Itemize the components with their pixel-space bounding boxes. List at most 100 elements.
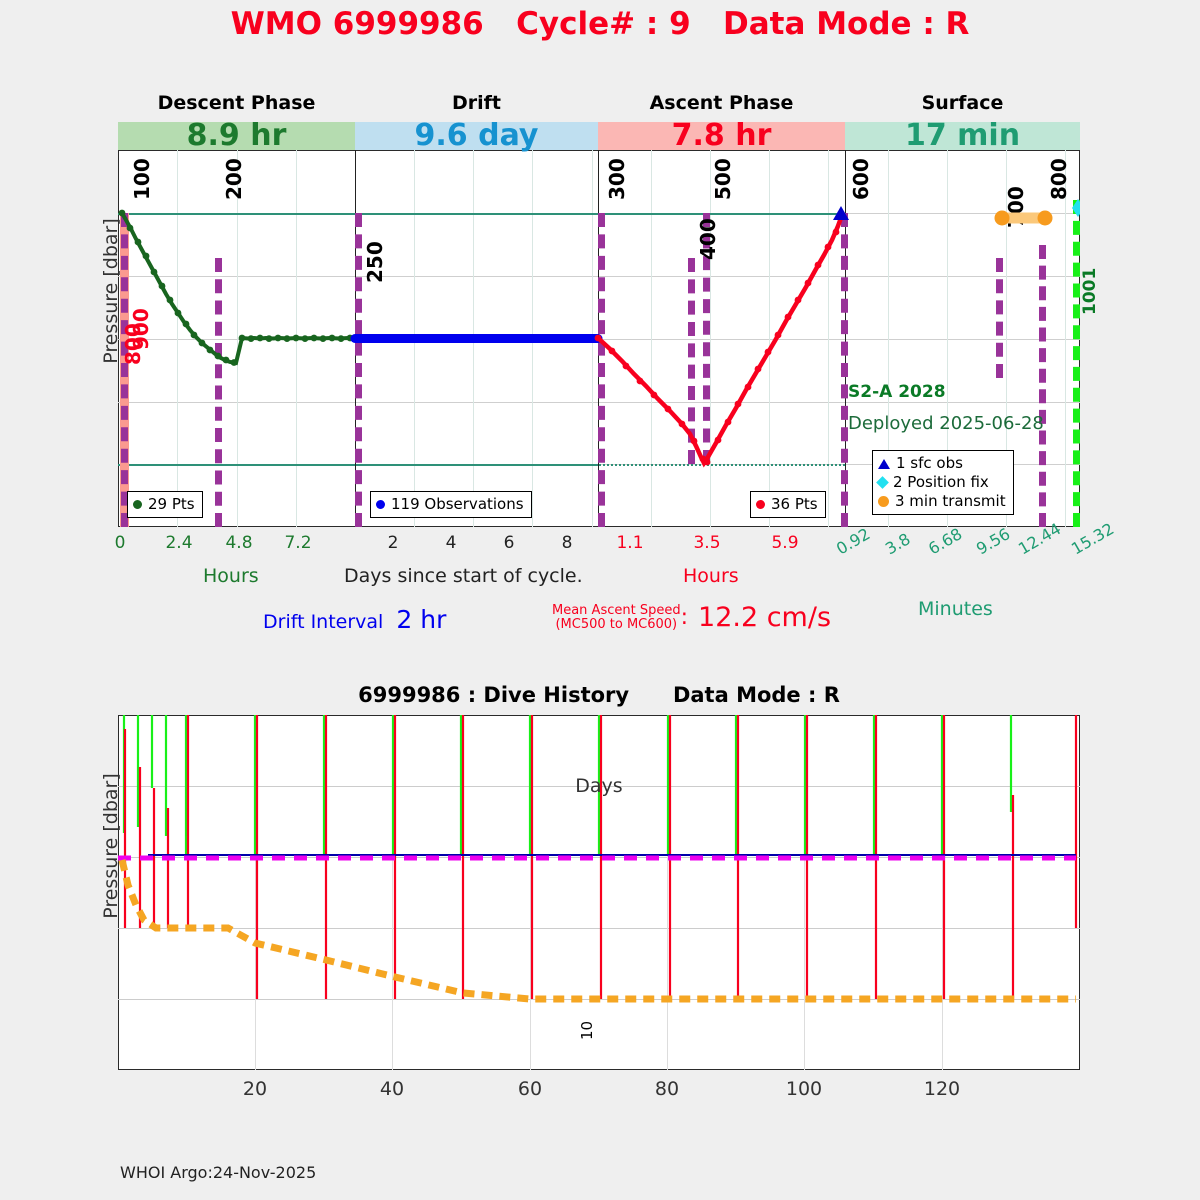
mc-label-1001-green: 1001 <box>1080 267 1100 315</box>
bottom-gridline-h <box>118 999 1080 1000</box>
phase-header-surface: Surface <box>921 92 1004 114</box>
mean-ascent-label: Mean Ascent Speed (MC500 to MC600) <box>552 602 681 632</box>
xaxis-label-ascent: Hours <box>683 565 739 587</box>
mc-label-700: 700 <box>1004 186 1028 228</box>
top-y-axis-label: Pressure [dbar] <box>99 218 122 364</box>
mc-label-250: 250 <box>363 241 387 283</box>
gridline-v <box>769 150 770 527</box>
gridline-v <box>1006 150 1007 527</box>
bottom-gridline-v <box>667 715 668 1070</box>
mc-label-100: 100 <box>130 158 154 200</box>
drift-interval-label: Drift Interval <box>263 611 384 633</box>
xaxis-label-descent: Hours <box>203 565 259 587</box>
phase-duration-drift: 9.6 day <box>355 121 598 151</box>
mc-line-300 <box>598 213 612 527</box>
mission-profile-chart: Pressure [dbar] -500 0 500 1000 1500 200… <box>100 92 1117 634</box>
bottom-xtick-1: 40 <box>379 1078 405 1100</box>
mc-line-700 <box>996 258 1010 378</box>
position-fix-icon <box>876 476 889 489</box>
mc-label-500: 500 <box>711 158 735 200</box>
drift-legend-marker <box>376 500 385 509</box>
cycle-number-label: 10 <box>578 1020 596 1040</box>
phase-header-drift: Drift <box>451 92 501 114</box>
bottom-chart-title: 6999986 : Dive History Data Mode : R <box>358 683 840 707</box>
gridline-v <box>1065 150 1066 527</box>
ascent-legend-marker <box>756 500 765 509</box>
legend-position-fix-label: 2 Position fix <box>893 473 989 491</box>
phase-duration-descent: 8.9 hr <box>118 121 355 151</box>
gridline-v <box>592 150 593 527</box>
transmit-icon <box>878 496 889 507</box>
deployed-date-label: Deployed 2025-06-28 <box>848 413 1044 434</box>
phase-header-descent: Descent Phase <box>157 92 316 114</box>
legend-ascent: 36 Pts <box>750 491 826 518</box>
mc-label-800-red: 800 <box>121 323 145 365</box>
gridline-v <box>296 150 297 527</box>
mean-ascent-label-line1: Mean Ascent Speed <box>552 602 681 618</box>
mc-line-250 <box>355 213 369 527</box>
gridline-v <box>177 150 178 527</box>
legend-descent-label: 29 Pts <box>148 495 195 513</box>
legend-descent: 29 Pts <box>127 491 203 518</box>
gridline-v <box>473 150 474 527</box>
mc-label-200: 200 <box>222 158 246 200</box>
phase-header-ascent: Ascent Phase <box>649 92 794 114</box>
legend-surface: 1 sfc obs 2 Position fix 3 min transmit <box>872 450 1014 515</box>
xtick-drift-1: 4 <box>445 533 457 553</box>
xtick-descent-1: 2.4 <box>165 533 193 553</box>
mc-line-1001 <box>1073 200 1087 527</box>
xtick-surface-3: 9.56 <box>973 524 1014 559</box>
mc-line-400 <box>688 258 702 464</box>
gridline-v <box>828 150 829 527</box>
gridline-v <box>947 150 948 527</box>
mc-line-200 <box>215 258 229 527</box>
bottom-xtick-5: 120 <box>923 1078 961 1100</box>
drift-interval-annotation: Drift Interval 2 hr <box>263 605 446 634</box>
reference-line-2000-dotted <box>599 464 845 466</box>
bottom-xtick-2: 60 <box>517 1078 543 1100</box>
xtick-surface-2: 6.68 <box>925 524 966 559</box>
xtick-descent-2: 4.8 <box>225 533 253 553</box>
mean-ascent-separator: : <box>680 605 689 630</box>
xaxis-label-drift: Days since start of cycle. <box>344 565 583 587</box>
bottom-plot-background <box>118 715 1080 1070</box>
mc-line-600 <box>841 213 855 527</box>
phase-duration-ascent: 7.8 hr <box>598 121 845 151</box>
gridline-v <box>888 150 889 527</box>
xtick-drift-0: 2 <box>387 533 399 553</box>
gridline-v <box>237 150 238 527</box>
drift-interval-value: 2 hr <box>396 605 447 634</box>
xtick-surface-0: 0.92 <box>833 524 874 559</box>
descent-legend-marker <box>133 500 142 509</box>
mc-label-800: 800 <box>1047 158 1071 200</box>
phase-duration-surface: 17 min <box>845 121 1080 151</box>
mean-ascent-value: 12.2 cm/s <box>698 602 832 633</box>
bottom-gridline-v <box>804 715 805 1070</box>
bottom-x-axis-label: Days <box>575 775 623 797</box>
mc-label-600: 600 <box>849 158 873 200</box>
footer-text: WHOI Argo:24-Nov-2025 <box>120 1163 317 1182</box>
xtick-drift-2: 6 <box>503 533 515 553</box>
bottom-gridline-v <box>530 715 531 1070</box>
xtick-ascent-0: 1.1 <box>616 533 644 553</box>
float-id-label: S2-A 2028 <box>848 382 946 402</box>
gridline-v <box>651 150 652 527</box>
bottom-xtick-4: 100 <box>785 1078 823 1100</box>
mc-label-300: 300 <box>605 158 629 200</box>
legend-transmit-label: 3 min transmit <box>895 492 1006 510</box>
xtick-surface-1: 3.8 <box>882 529 914 559</box>
bottom-gridline-v <box>942 715 943 1070</box>
gridline-v <box>532 150 533 527</box>
bottom-gridline-v <box>255 715 256 1070</box>
mc-line-100 <box>121 213 135 527</box>
xtick-ascent-2: 5.9 <box>771 533 799 553</box>
bottom-gridline-h <box>118 857 1080 858</box>
mean-ascent-speed-annotation: Mean Ascent Speed (MC500 to MC600) : 12.… <box>552 602 831 633</box>
legend-drift: 119 Observations <box>370 491 532 518</box>
bottom-xtick-0: 20 <box>242 1078 268 1100</box>
mean-ascent-label-line2: (MC500 to MC600) <box>555 616 678 632</box>
legend-drift-label: 119 Observations <box>391 495 524 513</box>
xtick-descent-3: 7.2 <box>284 533 312 553</box>
gridline-v <box>414 150 415 527</box>
xtick-drift-3: 8 <box>561 533 573 553</box>
